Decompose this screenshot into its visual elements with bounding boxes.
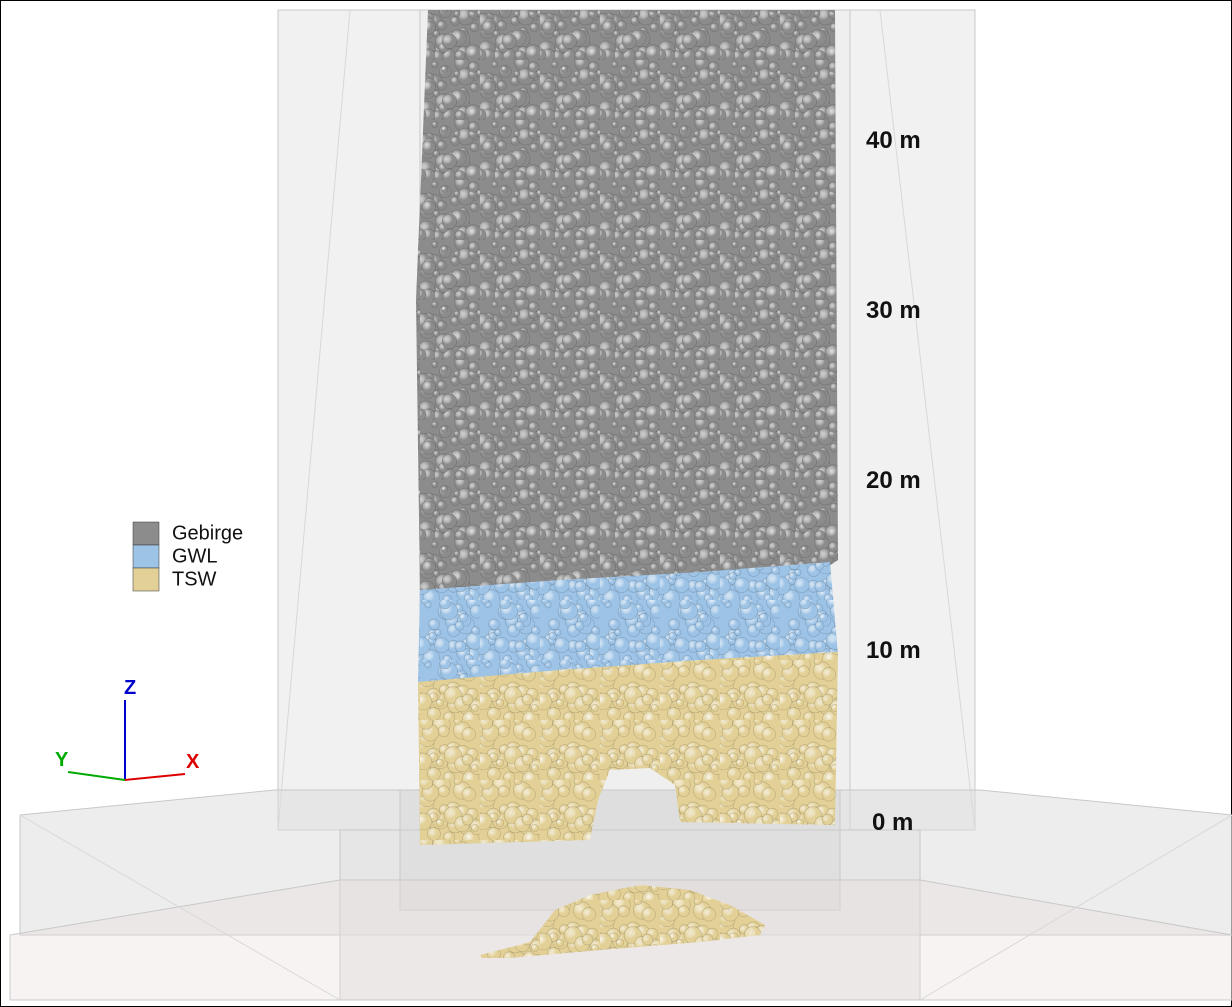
legend-label: GWL	[172, 545, 218, 567]
legend-swatch	[133, 568, 159, 591]
layer-gebirge	[416, 10, 838, 590]
depth-label: 10 m	[866, 637, 921, 664]
x-axis-label: X	[186, 751, 200, 773]
legend-label: Gebirge	[172, 522, 243, 544]
depth-label: 20 m	[866, 467, 921, 494]
depth-label: 0 m	[872, 809, 913, 836]
y-axis-label: Y	[55, 749, 69, 771]
depth-label: 30 m	[866, 297, 921, 324]
legend-label: TSW	[172, 568, 217, 590]
scene: 40 m 30 m 20 m 10 m 0 m GebirgeGWLTSW Z …	[0, 0, 1232, 1007]
z-axis-label: Z	[124, 677, 136, 699]
legend-swatch	[133, 522, 159, 545]
depth-label: 40 m	[866, 127, 921, 154]
legend-swatch	[133, 545, 159, 568]
